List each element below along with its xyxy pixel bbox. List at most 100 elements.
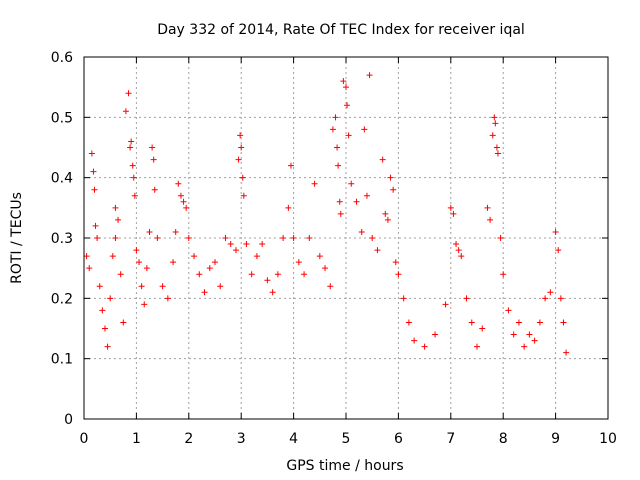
y-tick-label: 0.2: [51, 291, 73, 307]
data-point: [201, 289, 208, 296]
data-point: [185, 235, 192, 241]
data-point: [560, 319, 567, 326]
data-point: [369, 235, 376, 241]
y-tick-label: 0.4: [51, 171, 73, 187]
data-point: [120, 319, 127, 326]
data-point: [327, 283, 334, 290]
data-point: [400, 295, 407, 302]
data-point: [253, 253, 260, 260]
data-point: [91, 186, 98, 193]
data-point: [122, 108, 129, 115]
data-point: [340, 78, 347, 85]
data-point: [344, 102, 351, 109]
data-points: [83, 72, 570, 356]
data-point: [290, 235, 297, 241]
y-tick-label: 0.1: [51, 352, 73, 368]
axis-ticks: [83, 56, 609, 420]
data-point: [531, 337, 538, 344]
data-point: [387, 174, 394, 181]
data-point: [107, 295, 114, 302]
data-point: [455, 247, 462, 254]
data-point: [183, 204, 190, 211]
data-point: [463, 295, 470, 302]
data-point: [322, 265, 329, 272]
data-point: [143, 265, 150, 272]
data-point: [505, 307, 512, 314]
data-point: [405, 319, 412, 326]
data-point: [280, 235, 287, 241]
data-point: [484, 204, 491, 211]
data-point: [269, 289, 276, 296]
data-point: [128, 138, 135, 145]
data-point: [141, 301, 148, 308]
data-point: [491, 114, 498, 121]
y-tick-label: 0.3: [51, 231, 73, 247]
data-point: [90, 168, 97, 175]
data-point: [500, 271, 507, 278]
data-point: [112, 204, 119, 211]
x-tick-label: 6: [394, 431, 403, 447]
x-tick-label: 0: [80, 431, 89, 447]
data-point: [358, 228, 365, 235]
data-point: [94, 235, 101, 241]
data-point: [555, 247, 562, 254]
data-point: [497, 235, 504, 241]
data-point: [248, 271, 255, 278]
data-point: [392, 259, 399, 266]
y-tick-label: 0.6: [51, 50, 73, 66]
data-point: [489, 132, 496, 139]
data-point: [180, 198, 187, 205]
data-point: [474, 343, 480, 350]
data-point: [547, 289, 554, 296]
data-point: [222, 235, 229, 241]
data-point: [191, 253, 198, 260]
data-point: [390, 186, 397, 193]
x-tick-labels: 0 1 2 3 4 5 6 7 8 9 10: [80, 431, 617, 447]
data-point: [232, 247, 239, 254]
data-point: [379, 156, 386, 163]
data-point: [335, 162, 342, 169]
x-tick-label: 10: [599, 431, 617, 447]
data-point: [217, 283, 224, 290]
data-point: [109, 253, 116, 260]
x-tick-label: 4: [289, 431, 298, 447]
chart-title: Day 332 of 2014, Rate Of TEC Index for r…: [157, 22, 525, 38]
data-point: [348, 180, 355, 187]
data-point: [127, 144, 134, 151]
data-point: [212, 259, 218, 266]
data-point: [243, 241, 250, 248]
data-point: [136, 259, 143, 266]
y-tick-label: 0.5: [51, 110, 73, 126]
data-point: [332, 114, 339, 121]
data-point: [274, 271, 281, 278]
data-point: [493, 144, 500, 151]
data-point: [353, 198, 360, 205]
data-point: [227, 241, 234, 248]
data-point: [237, 132, 244, 139]
data-point: [363, 192, 370, 199]
data-point: [492, 120, 499, 127]
data-point: [235, 156, 242, 163]
data-point: [177, 192, 184, 199]
x-tick-label: 9: [551, 431, 560, 447]
data-point: [306, 235, 313, 241]
data-point: [316, 253, 323, 260]
data-point: [287, 162, 294, 169]
data-point: [239, 174, 246, 181]
data-point: [86, 265, 93, 272]
data-point: [345, 132, 352, 139]
data-point: [563, 349, 570, 356]
data-point: [151, 186, 158, 193]
data-point: [164, 295, 171, 302]
data-point: [104, 343, 111, 350]
data-point: [264, 277, 271, 284]
data-point: [259, 241, 266, 248]
data-point: [421, 343, 428, 350]
data-point: [510, 331, 517, 338]
data-point: [159, 283, 166, 290]
x-tick-label: 1: [132, 431, 141, 447]
data-point: [336, 198, 343, 205]
data-point: [112, 235, 119, 241]
